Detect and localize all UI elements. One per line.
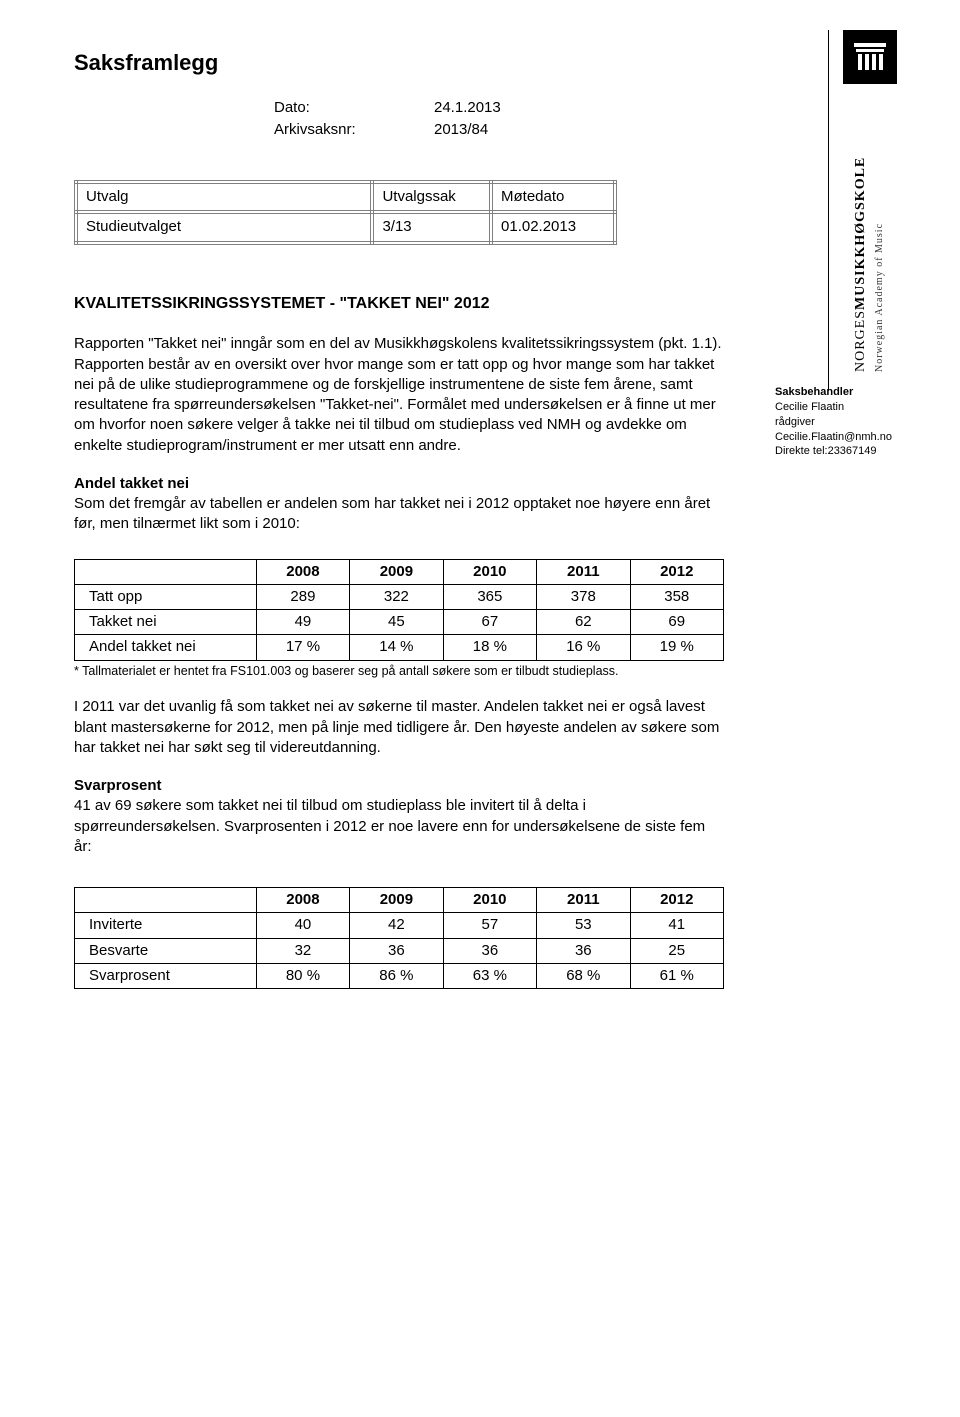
t2-r1-label: Besvarte (75, 938, 257, 963)
svar-text: 41 av 69 søkere som takket nei til tilbu… (74, 797, 705, 855)
case-handler-name: Cecilie Flaatin (775, 400, 940, 415)
case-handler-phone: Direkte tel:23367149 (775, 444, 940, 459)
meta-block: Dato: 24.1.2013 Arkivsaksnr: 2013/84 (274, 98, 870, 141)
t1-r2-0: 17 % (256, 635, 349, 660)
t1-r2-3: 16 % (537, 635, 630, 660)
t1-h1: 2008 (256, 559, 349, 584)
table-row: Besvarte 32 36 36 36 25 (75, 938, 724, 963)
t1-r1-2: 67 (443, 610, 536, 635)
table-row: Studieutvalget 3/13 01.02.2013 (76, 212, 615, 242)
t2-h1: 2008 (256, 888, 349, 913)
t1-r1-0: 49 (256, 610, 349, 635)
table-svar: 2008 2009 2010 2011 2012 Inviterte 40 42… (74, 887, 724, 989)
case-handler-role: rådgiver (775, 415, 940, 430)
t2-r1-0: 32 (256, 938, 349, 963)
paragraph-2: I 2011 var det uvanlig få som takket nei… (74, 697, 724, 758)
utvalg-cell-1: 3/13 (372, 212, 491, 242)
t1-r2-label: Andel takket nei (75, 635, 257, 660)
t2-r2-4: 61 % (630, 963, 723, 988)
t1-r0-label: Tatt opp (75, 584, 257, 609)
t2-r2-0: 80 % (256, 963, 349, 988)
t2-h5: 2012 (630, 888, 723, 913)
t1-h5: 2012 (630, 559, 723, 584)
t1-r1-4: 69 (630, 610, 723, 635)
t1-h0 (75, 559, 257, 584)
t2-r0-4: 41 (630, 913, 723, 938)
t2-r2-1: 86 % (350, 963, 443, 988)
page: Saksframlegg Dato: 24.1.2013 Arkivsaksnr… (0, 0, 960, 1417)
t2-r0-2: 57 (443, 913, 536, 938)
t2-r0-label: Inviterte (75, 913, 257, 938)
svar-heading: Svarprosent (74, 777, 162, 794)
meta-label-dato: Dato: (274, 98, 384, 118)
t1-r0-2: 365 (443, 584, 536, 609)
t2-r0-3: 53 (537, 913, 630, 938)
utvalg-cell-0: Studieutvalget (76, 212, 372, 242)
t2-r0-0: 40 (256, 913, 349, 938)
case-handler-label: Saksbehandler (775, 385, 940, 400)
brand-line1-thin: NORGES (853, 310, 868, 372)
t1-r0-0: 289 (256, 584, 349, 609)
t1-r0-1: 322 (350, 584, 443, 609)
meta-label-arkiv: Arkivsaksnr: (274, 120, 384, 140)
utvalg-col-0: Utvalg (76, 182, 372, 212)
utvalg-cell-2: 01.02.2013 (491, 212, 615, 242)
t2-r1-3: 36 (537, 938, 630, 963)
brand-text: NORGESMUSIKKHØGSKOLE Norwegian Academy o… (852, 92, 886, 372)
t1-r1-1: 45 (350, 610, 443, 635)
table-andel: 2008 2009 2010 2011 2012 Tatt opp 289 32… (74, 559, 724, 661)
table-row: Andel takket nei 17 % 14 % 18 % 16 % 19 … (75, 635, 724, 660)
brand-line1-bold: MUSIKKHØGSKOLE (853, 157, 868, 310)
table-row: Tatt opp 289 322 365 378 358 (75, 584, 724, 609)
meta-value-dato: 24.1.2013 (434, 98, 501, 118)
t2-r2-label: Svarprosent (75, 963, 257, 988)
andel-heading: Andel takket nei (74, 475, 189, 492)
t1-r2-1: 14 % (350, 635, 443, 660)
t1-r1-label: Takket nei (75, 610, 257, 635)
t1-r2-2: 18 % (443, 635, 536, 660)
t2-h2: 2009 (350, 888, 443, 913)
t1-r0-4: 358 (630, 584, 723, 609)
t1-h2: 2009 (350, 559, 443, 584)
t1-r1-3: 62 (537, 610, 630, 635)
utvalg-col-1: Utvalgssak (372, 182, 491, 212)
table-row: Svarprosent 80 % 86 % 63 % 68 % 61 % (75, 963, 724, 988)
meta-row-dato: Dato: 24.1.2013 (274, 98, 870, 118)
table-row: Inviterte 40 42 57 53 41 (75, 913, 724, 938)
table-header-row: 2008 2009 2010 2011 2012 (75, 559, 724, 584)
brand-logo: NORGESMUSIKKHØGSKOLE Norwegian Academy o… (828, 30, 902, 390)
section-svar: Svarprosent 41 av 69 søkere som takket n… (74, 776, 724, 857)
meta-value-arkiv: 2013/84 (434, 120, 488, 140)
table1-note: * Tallmaterialet er hentet fra FS101.003… (74, 663, 724, 680)
paragraph-1: Rapporten "Takket nei" inngår som en del… (74, 334, 724, 456)
t2-r0-1: 42 (350, 913, 443, 938)
t2-r1-4: 25 (630, 938, 723, 963)
t2-h4: 2011 (537, 888, 630, 913)
t2-h0 (75, 888, 257, 913)
t1-h4: 2011 (537, 559, 630, 584)
page-title: Saksframlegg (74, 48, 870, 78)
t1-r0-3: 378 (537, 584, 630, 609)
case-handler-email: Cecilie.Flaatin@nmh.no (775, 430, 940, 445)
column-icon (843, 30, 897, 84)
kvalitets-heading: KVALITETSSIKRINGSSYSTEMET - "TAKKET NEI"… (74, 293, 870, 315)
table-header-row: 2008 2009 2010 2011 2012 (75, 888, 724, 913)
t2-r2-3: 68 % (537, 963, 630, 988)
t1-r2-4: 19 % (630, 635, 723, 660)
table-row: Takket nei 49 45 67 62 69 (75, 610, 724, 635)
t2-h3: 2010 (443, 888, 536, 913)
utvalg-col-2: Møtedato (491, 182, 615, 212)
case-handler-block: Saksbehandler Cecilie Flaatin rådgiver C… (775, 385, 940, 459)
utvalg-table: Utvalg Utvalgssak Møtedato Studieutvalge… (74, 180, 617, 245)
t2-r2-2: 63 % (443, 963, 536, 988)
t2-r1-2: 36 (443, 938, 536, 963)
section-andel: Andel takket nei Som det fremgår av tabe… (74, 474, 724, 535)
brand-line2: Norwegian Academy of Music (873, 92, 887, 372)
meta-row-arkiv: Arkivsaksnr: 2013/84 (274, 120, 870, 140)
t1-h3: 2010 (443, 559, 536, 584)
table-header-row: Utvalg Utvalgssak Møtedato (76, 182, 615, 212)
andel-text: Som det fremgår av tabellen er andelen s… (74, 495, 710, 532)
t2-r1-1: 36 (350, 938, 443, 963)
